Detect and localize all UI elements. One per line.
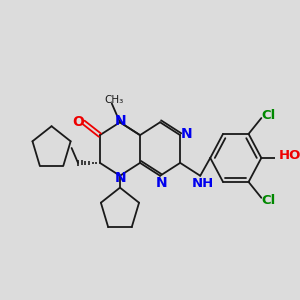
Text: Cl: Cl <box>262 109 276 122</box>
Text: Cl: Cl <box>262 194 276 207</box>
Text: O: O <box>72 115 84 129</box>
Text: N: N <box>115 171 127 185</box>
Text: HO: HO <box>278 149 300 162</box>
Text: CH₃: CH₃ <box>104 95 123 106</box>
Text: N: N <box>181 127 192 141</box>
Text: N: N <box>115 114 127 128</box>
Text: N: N <box>156 176 168 190</box>
Text: NH: NH <box>192 177 214 190</box>
